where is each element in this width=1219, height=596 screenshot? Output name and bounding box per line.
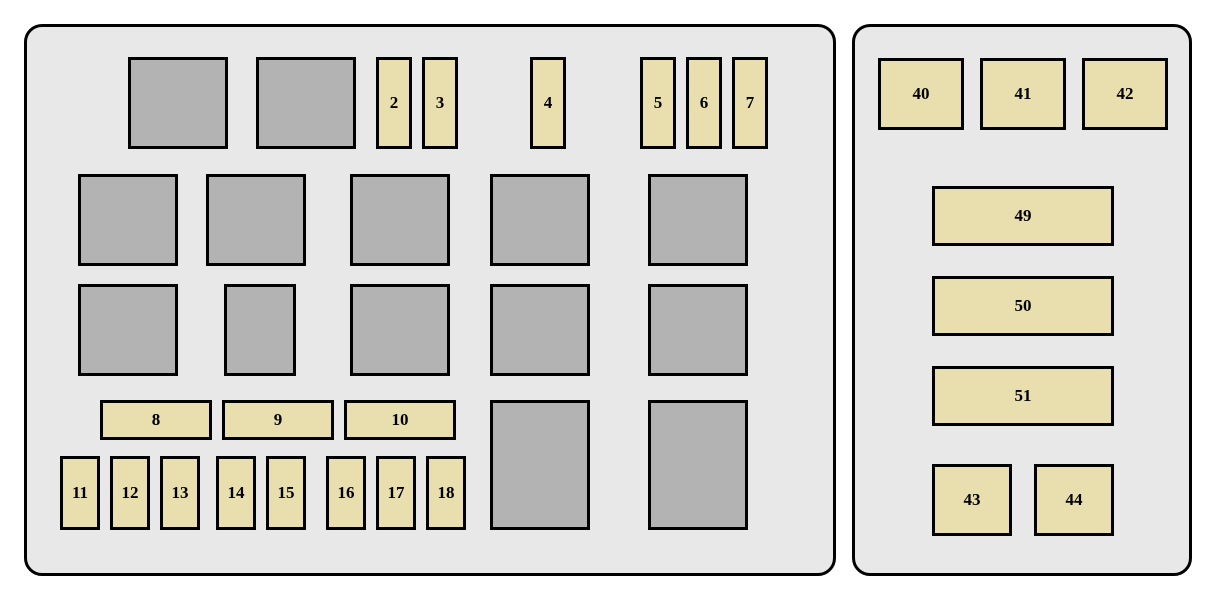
relay-r3-d	[490, 284, 590, 376]
fuse-10-label: 10	[392, 410, 409, 430]
fuse-12: 12	[110, 456, 150, 530]
fuse-5-label: 5	[654, 93, 663, 113]
fuse-49: 49	[932, 186, 1114, 246]
fuse-11-label: 11	[72, 483, 88, 503]
fuse-40-label: 40	[913, 84, 930, 104]
fuse-51: 51	[932, 366, 1114, 426]
relay-r4-a	[490, 400, 590, 530]
fuse-6-label: 6	[700, 93, 709, 113]
fuse-4-label: 4	[544, 93, 553, 113]
fuse-5: 5	[640, 57, 676, 149]
relay-r3-a	[78, 284, 178, 376]
relay-r4-b	[648, 400, 748, 530]
fuse-8-label: 8	[152, 410, 161, 430]
relay-r2-d	[490, 174, 590, 266]
relay-r2-c	[350, 174, 450, 266]
fuse-18-label: 18	[438, 483, 455, 503]
fuse-42-label: 42	[1117, 84, 1134, 104]
relay-r3-b	[224, 284, 296, 376]
fuse-4: 4	[530, 57, 566, 149]
relay-r3-e	[648, 284, 748, 376]
fuse-40: 40	[878, 58, 964, 130]
fuse-50: 50	[932, 276, 1114, 336]
fuse-14-label: 14	[228, 483, 245, 503]
fuse-13: 13	[160, 456, 200, 530]
fuse-10: 10	[344, 400, 456, 440]
fuse-8: 8	[100, 400, 212, 440]
relay-r2-e	[648, 174, 748, 266]
fuse-16-label: 16	[338, 483, 355, 503]
fuse-14: 14	[216, 456, 256, 530]
fuse-2: 2	[376, 57, 412, 149]
fuse-51-label: 51	[1015, 386, 1032, 406]
fuse-9: 9	[222, 400, 334, 440]
fuse-17-label: 17	[388, 483, 405, 503]
relay-r2-b	[206, 174, 306, 266]
fuse-50-label: 50	[1015, 296, 1032, 316]
fuse-box-diagram: 2 3 4 5 6 7 8 9 10 11 12 13 14 15 16 17 18 40 41 42 49 50 51 43…	[0, 0, 1219, 596]
fuse-12-label: 12	[122, 483, 139, 503]
fuse-7: 7	[732, 57, 768, 149]
fuse-7-label: 7	[746, 93, 755, 113]
fuse-44: 44	[1034, 464, 1114, 536]
fuse-16: 16	[326, 456, 366, 530]
fuse-18: 18	[426, 456, 466, 530]
fuse-17: 17	[376, 456, 416, 530]
fuse-41: 41	[980, 58, 1066, 130]
fuse-3-label: 3	[436, 93, 445, 113]
fuse-9-label: 9	[274, 410, 283, 430]
relay-r1-a	[128, 57, 228, 149]
fuse-11: 11	[60, 456, 100, 530]
fuse-44-label: 44	[1066, 490, 1083, 510]
relay-r3-c	[350, 284, 450, 376]
fuse-3: 3	[422, 57, 458, 149]
relay-r1-b	[256, 57, 356, 149]
fuse-6: 6	[686, 57, 722, 149]
fuse-41-label: 41	[1015, 84, 1032, 104]
fuse-49-label: 49	[1015, 206, 1032, 226]
fuse-42: 42	[1082, 58, 1168, 130]
fuse-43: 43	[932, 464, 1012, 536]
fuse-2-label: 2	[390, 93, 399, 113]
relay-r2-a	[78, 174, 178, 266]
fuse-13-label: 13	[172, 483, 189, 503]
fuse-15-label: 15	[278, 483, 295, 503]
fuse-43-label: 43	[964, 490, 981, 510]
fuse-15: 15	[266, 456, 306, 530]
